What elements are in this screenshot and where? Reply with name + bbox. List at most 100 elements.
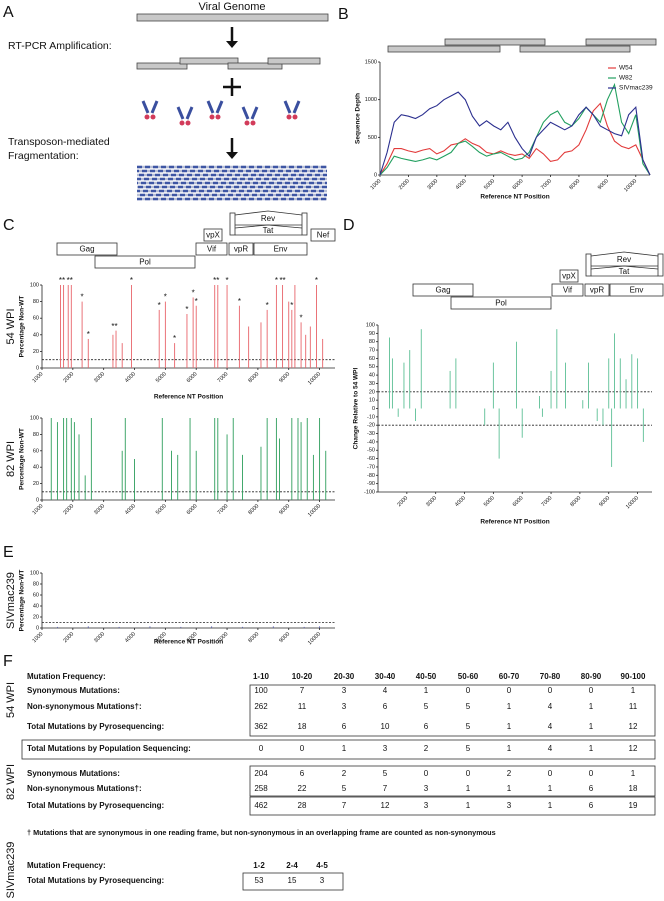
x-tick-label: 9000 (278, 503, 291, 516)
gene-box (253, 242, 308, 256)
table-bin: 30-40 (375, 672, 396, 681)
annotation: * (185, 305, 188, 314)
cell: 6 (383, 702, 388, 711)
x-tick-label: 3000 (93, 503, 106, 516)
cell: 11 (298, 702, 307, 711)
y-tick-label: 0 (36, 625, 39, 631)
annotation: ** (279, 276, 285, 285)
cell: 4 (548, 744, 553, 753)
cell: 204 (254, 769, 268, 778)
y-tick-label: 90 (369, 331, 375, 337)
gene-label: vpR (234, 245, 248, 254)
x-tick-label: 8000 (569, 495, 582, 508)
cell: 5 (424, 702, 429, 711)
x-tick-label: 2000 (62, 631, 75, 644)
arrow-head (226, 41, 238, 48)
table-bin: 10-20 (292, 672, 313, 681)
annotation: ** (111, 322, 117, 331)
x-tick-label: 10000 (307, 503, 322, 518)
row-label: Total Mutations by Population Sequencing… (27, 744, 191, 753)
y-tick-label: 100 (30, 570, 39, 576)
gene-box (229, 212, 236, 236)
gene-label: Gag (435, 286, 450, 295)
y-tick-label: 1000 (365, 97, 377, 103)
transposon-end (150, 114, 156, 120)
y-tick-label: 100 (366, 322, 375, 328)
panel-label: B (338, 6, 349, 23)
table-bin: 50-60 (458, 672, 479, 681)
step-label: RT-PCR Amplification: (8, 40, 112, 52)
x-tick-label: 6000 (186, 503, 199, 516)
y-axis-label: Change Relative to 54 WPI (353, 367, 360, 449)
gene-box (56, 242, 118, 256)
cell: 1 (507, 744, 512, 753)
transposon (206, 100, 224, 114)
cell: 1 (466, 801, 471, 810)
gene-box (609, 283, 664, 297)
legend-label: W82 (619, 75, 633, 82)
cell: 0 (300, 744, 305, 753)
legend-label: SIVmac239 (619, 85, 653, 92)
cell: 28 (298, 801, 307, 810)
cell: 3 (424, 784, 429, 793)
cell: 7 (342, 801, 347, 810)
row-label: Synonymous Mutations: (27, 686, 120, 695)
table-bin: 1-10 (253, 672, 270, 681)
y-tick-label: -90 (367, 481, 375, 487)
cell: 12 (381, 801, 390, 810)
side-label: 82 WPI (5, 441, 17, 477)
footnote: † Mutations that are synonymous in one r… (27, 828, 496, 837)
cell: 53 (255, 876, 264, 885)
cell: 3 (424, 801, 429, 810)
cell: 1 (589, 722, 594, 731)
section-label: SIVmac239 (5, 842, 17, 899)
table-bin: 4-5 (316, 861, 328, 870)
panel-a: Viral Genome RT-PCR Amplification: Trans… (8, 1, 329, 201)
annotation: * (173, 334, 176, 343)
transposon-end (209, 114, 215, 120)
x-tick-label: 4000 (124, 503, 137, 516)
gene-label: Rev (617, 255, 631, 264)
cell: 11 (629, 702, 638, 711)
cell: 100 (254, 686, 268, 695)
annotation: * (266, 301, 269, 310)
amplicon (585, 38, 657, 46)
cell: 18 (629, 784, 638, 793)
cell: 0 (466, 686, 471, 695)
y-tick-label: -40 (367, 439, 375, 445)
cell: 0 (507, 686, 512, 695)
y-tick-label: -20 (367, 423, 375, 429)
annotation: * (315, 276, 318, 285)
x-tick-label: 10000 (307, 371, 322, 386)
cell: 362 (254, 722, 268, 731)
y-tick-label: 40 (33, 603, 39, 609)
x-tick-label: 8000 (247, 371, 260, 384)
cell: 6 (300, 769, 305, 778)
x-tick-label: 6000 (186, 371, 199, 384)
panel-label: E (3, 544, 14, 561)
panel-label: C (3, 217, 15, 234)
cell: 3 (383, 744, 388, 753)
x-tick-label: 3000 (426, 178, 439, 191)
cell: 5 (466, 702, 471, 711)
row-label: Non-synonymous Mutations†: (27, 784, 142, 793)
cell: 5 (466, 722, 471, 731)
x-tick-label: 4000 (454, 495, 467, 508)
genome-label: Viral Genome (198, 1, 265, 13)
gene-box (585, 253, 592, 277)
amplicon (227, 62, 283, 70)
transposon-end (286, 114, 292, 120)
x-tick-label: 8000 (568, 178, 581, 191)
cell: 1 (548, 784, 553, 793)
y-tick-label: 0 (374, 172, 377, 178)
cell: 4 (548, 722, 553, 731)
transposon-end (250, 120, 256, 126)
fragments (137, 165, 327, 201)
table-box (242, 872, 344, 891)
amplicon (136, 62, 188, 70)
side-label: 54 WPI (5, 308, 17, 344)
x-tick-label: 1000 (32, 631, 45, 644)
x-tick-label: 1000 (32, 503, 45, 516)
